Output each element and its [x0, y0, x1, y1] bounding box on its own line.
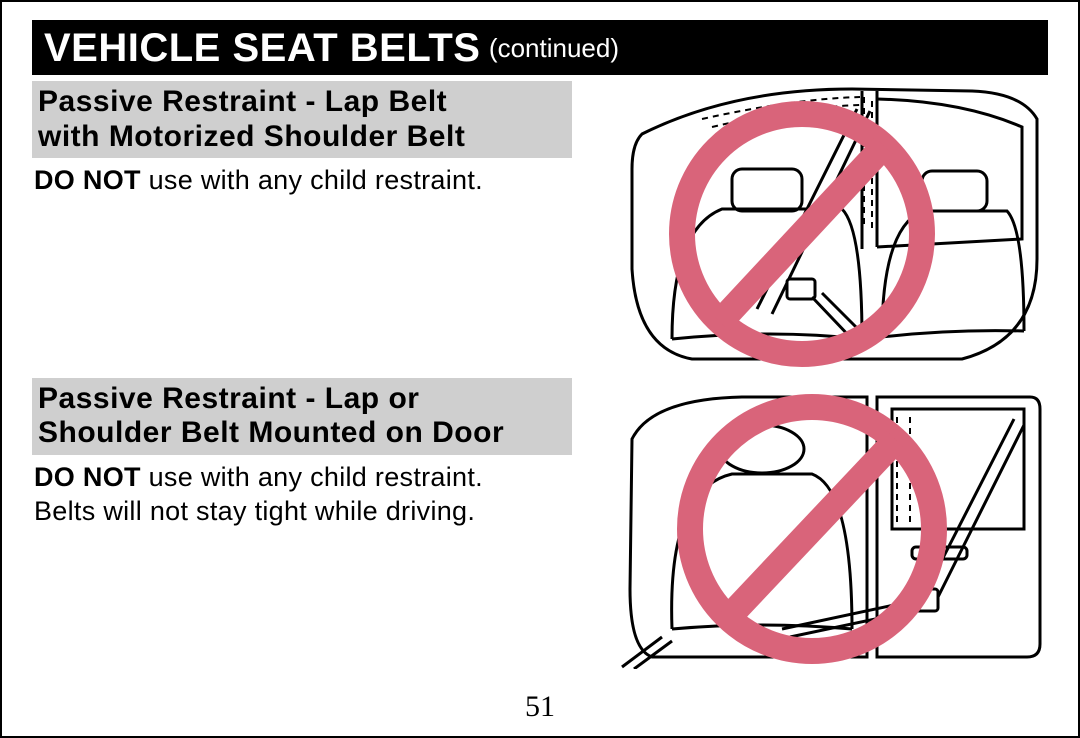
illustration-door-belt [612, 379, 1042, 669]
illustration-motorized-belt [612, 79, 1042, 369]
page-title-main: VEHICLE SEAT BELTS [44, 26, 480, 70]
page-number: 51 [2, 690, 1078, 724]
section1-heading-line1: Passive Restraint - Lap Belt [38, 85, 447, 118]
section2-body: DO NOT use with any child restraint. Bel… [32, 455, 572, 529]
section2-line2: Belts will not stay tight while driving. [34, 496, 475, 526]
prohibit-icon [682, 114, 922, 354]
section1-body: DO NOT use with any child restraint. [32, 158, 572, 198]
illustration-column [578, 81, 1048, 681]
text-column: Passive Restraint - Lap Belt with Motori… [32, 81, 572, 528]
section1-heading: Passive Restraint - Lap Belt with Motori… [32, 81, 572, 158]
section2-rest: use with any child restraint. [141, 462, 483, 492]
section1-rest: use with any child restraint. [141, 165, 483, 195]
section2-heading-line1: Passive Restraint - Lap or [38, 382, 419, 415]
section2-heading: Passive Restraint - Lap or Shoulder Belt… [32, 378, 572, 455]
section1-bold: DO NOT [34, 165, 141, 195]
spacer [32, 198, 572, 378]
manual-page: VEHICLE SEAT BELTS (continued) Passive R… [0, 0, 1080, 738]
content-area: Passive Restraint - Lap Belt with Motori… [32, 81, 1048, 681]
title-bar: VEHICLE SEAT BELTS (continued) [32, 20, 1048, 75]
page-title-continued: (continued) [489, 33, 619, 63]
section1-heading-line2: with Motorized Shoulder Belt [38, 120, 465, 153]
section2-bold: DO NOT [34, 462, 141, 492]
section2-heading-line2: Shoulder Belt Mounted on Door [38, 416, 504, 449]
